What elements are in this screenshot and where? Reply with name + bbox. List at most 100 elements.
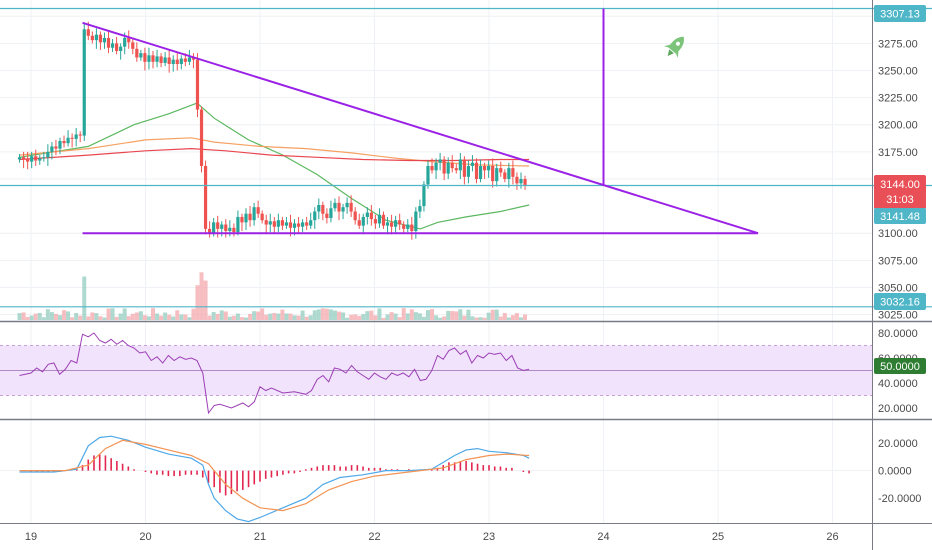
volume-bar — [296, 315, 301, 320]
volume-bar — [231, 315, 236, 320]
candle-body — [224, 224, 228, 232]
volume-bar — [94, 313, 99, 320]
volume-bar — [353, 314, 358, 320]
volume-bar — [223, 311, 228, 320]
volume-bar — [332, 310, 337, 320]
candle-body — [147, 55, 151, 62]
mid-level-label: 3141.48 — [880, 211, 920, 223]
volume-bar — [167, 314, 172, 320]
moving-average-red — [19, 147, 530, 162]
volume-bar — [248, 313, 253, 320]
volume-bar — [425, 310, 430, 320]
candle-body — [301, 222, 305, 227]
candle-body — [369, 212, 373, 220]
candle-body — [385, 222, 390, 226]
candle-body — [46, 151, 50, 158]
candle-body — [313, 211, 317, 221]
volume-bar — [442, 316, 447, 320]
volume-bar — [288, 313, 293, 320]
x-tick-label: 24 — [597, 531, 609, 543]
volume-bar — [450, 311, 455, 320]
candle-body — [410, 224, 414, 232]
volume-bar — [430, 309, 435, 320]
volume-bar — [260, 308, 265, 320]
volume-bar — [405, 313, 410, 320]
volume-bar — [159, 315, 164, 320]
volume-bar — [155, 313, 160, 320]
macd-tick-label: 0.0000 — [878, 466, 912, 478]
volume-bar — [78, 315, 83, 320]
macd-panel[interactable] — [0, 435, 872, 523]
candle-body — [98, 34, 103, 43]
candle-body — [454, 168, 458, 171]
candle-body — [78, 134, 82, 136]
volume-bar — [284, 313, 289, 320]
volume-bar — [110, 308, 115, 320]
candle-body — [151, 55, 155, 62]
volume-bar — [86, 316, 91, 320]
candle-body — [296, 223, 301, 227]
volume-bar — [365, 311, 370, 320]
candle-body — [119, 46, 123, 51]
candle-body — [414, 211, 418, 232]
candle-body — [495, 168, 499, 182]
candle-body — [26, 159, 30, 162]
volume-bar — [235, 313, 240, 320]
rsi-current-badge — [874, 358, 926, 374]
candle-body — [21, 157, 26, 160]
volume-bar — [219, 310, 224, 320]
candle-body — [329, 208, 333, 219]
volume-bar — [478, 317, 483, 320]
candle-body — [268, 221, 272, 225]
candle-body — [163, 57, 167, 63]
price-badges: 3307.13 3144.00 31:03 3141.48 3032.16 50… — [874, 5, 926, 374]
candle-body — [187, 57, 191, 62]
volume-bar — [74, 313, 79, 320]
volume-bar — [417, 313, 422, 320]
candle-body — [402, 224, 406, 229]
candle-body — [470, 162, 475, 166]
x-tick-label: 23 — [483, 531, 495, 543]
candle-body — [398, 220, 402, 225]
current-price-badge — [874, 175, 926, 209]
volume-bar — [175, 310, 180, 320]
volume-bar — [138, 311, 143, 320]
candle-body — [171, 59, 175, 64]
volume-bar — [21, 312, 26, 320]
candle-body — [292, 223, 297, 228]
volume-bar — [454, 311, 459, 320]
x-tick-label: 25 — [712, 531, 724, 543]
candle-body — [341, 207, 345, 212]
volume-bar — [523, 314, 528, 320]
rsi-panel[interactable] — [0, 332, 872, 415]
current-price-label: 3144.00 — [880, 179, 920, 191]
candle-body — [272, 221, 276, 227]
candle-body — [183, 58, 187, 62]
volume-bar — [82, 276, 87, 320]
volume-bar — [25, 316, 30, 320]
volume-bar — [98, 316, 103, 320]
candlesticks[interactable] — [17, 21, 527, 240]
volume-bar — [62, 310, 67, 320]
volume-bar — [227, 316, 232, 320]
candle-body — [191, 57, 196, 60]
candle-body — [106, 37, 111, 48]
candle-body — [94, 34, 98, 41]
candle-body — [216, 222, 220, 229]
macd-line — [19, 435, 530, 523]
volume-bar — [328, 309, 333, 320]
macd-tick-label: -20.0000 — [878, 493, 921, 505]
volume-bar — [308, 315, 313, 320]
rsi-line — [19, 332, 530, 415]
volume-bar — [66, 311, 71, 320]
candle-body — [74, 134, 78, 139]
candle-body — [143, 53, 147, 62]
volume-bar — [320, 308, 325, 320]
drawings[interactable] — [0, 7, 932, 308]
candle-body — [499, 168, 503, 173]
volume-bar — [239, 317, 244, 320]
candle-body — [280, 220, 285, 226]
volume-bar — [292, 315, 297, 320]
candle-body — [325, 213, 329, 219]
